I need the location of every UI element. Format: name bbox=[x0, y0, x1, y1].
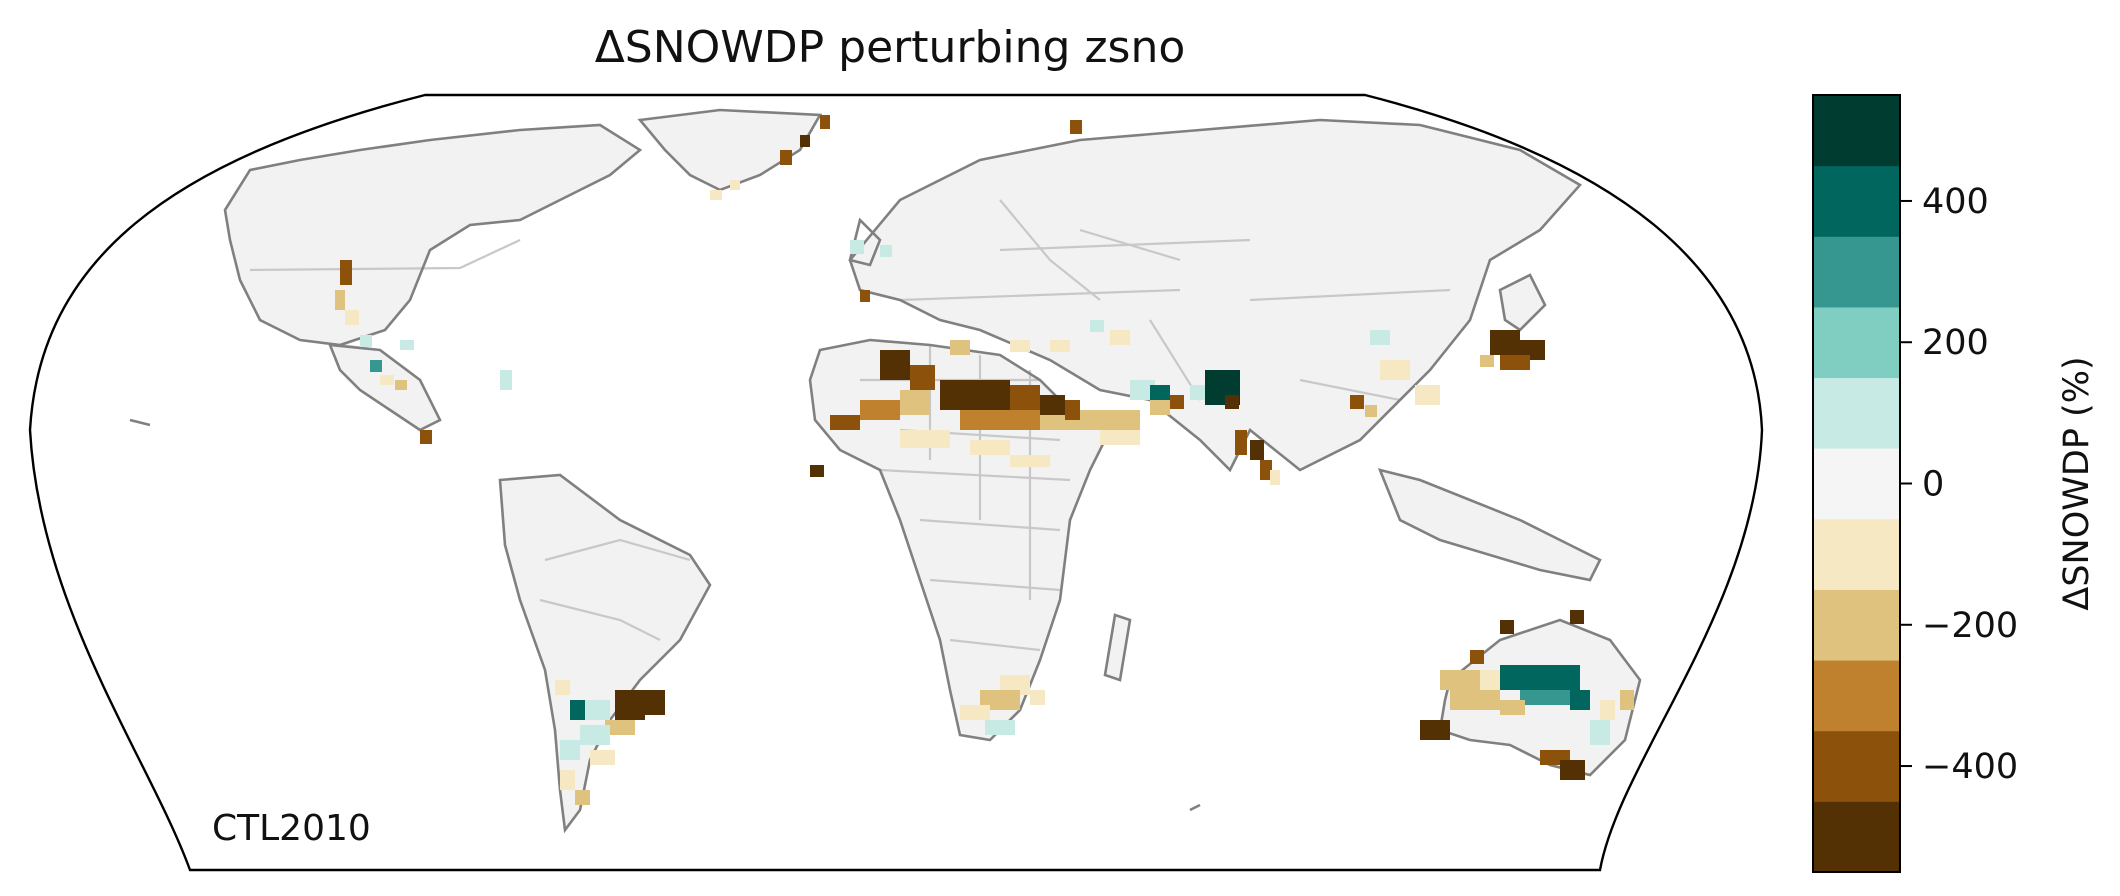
world-map bbox=[28, 93, 1764, 872]
colorbar-tick-label: 400 bbox=[1922, 182, 1989, 222]
country-borders bbox=[249, 199, 1451, 652]
colorbar-bin bbox=[1813, 730, 1900, 802]
map-frame bbox=[28, 93, 1764, 872]
map-title: ΔSNOWDP perturbing zsno bbox=[594, 22, 1186, 73]
landmass-madagascar bbox=[1105, 615, 1130, 680]
landmass-south-america bbox=[500, 475, 710, 830]
colorbar-bin bbox=[1813, 801, 1900, 873]
landmass-central-america bbox=[330, 345, 440, 430]
colorbar-tick-label: −200 bbox=[1922, 606, 2018, 646]
colorbar-bin bbox=[1813, 95, 1900, 167]
landmass-africa bbox=[810, 340, 1110, 740]
colorbar-bin bbox=[1813, 377, 1900, 449]
colorbar-tick-label: −400 bbox=[1922, 747, 2018, 787]
colorbar-bin bbox=[1813, 518, 1900, 590]
colorbar-bin bbox=[1813, 306, 1900, 379]
colorbar-bin bbox=[1813, 236, 1900, 308]
colorbar-bin bbox=[1813, 660, 1900, 732]
colorbar-bins bbox=[1813, 95, 1900, 873]
colorbar-bin bbox=[1813, 448, 1900, 520]
data-cells bbox=[335, 115, 1710, 805]
colorbar-tick-label: 0 bbox=[1922, 465, 1944, 505]
colorbar-label: ΔSNOWDP (%) bbox=[2057, 356, 2097, 610]
colorbar-tick-label: 200 bbox=[1922, 323, 1989, 363]
landmass-eurasia bbox=[850, 120, 1580, 470]
landmass-north-america bbox=[225, 125, 640, 345]
colorbar-bin bbox=[1813, 589, 1900, 661]
colorbar-ticks: 400 200 0 −200 −400 bbox=[1900, 182, 2018, 787]
landmass-maritime-asia bbox=[1380, 470, 1600, 580]
run-label: CTL2010 bbox=[212, 808, 371, 849]
colorbar-bin bbox=[1813, 165, 1900, 237]
